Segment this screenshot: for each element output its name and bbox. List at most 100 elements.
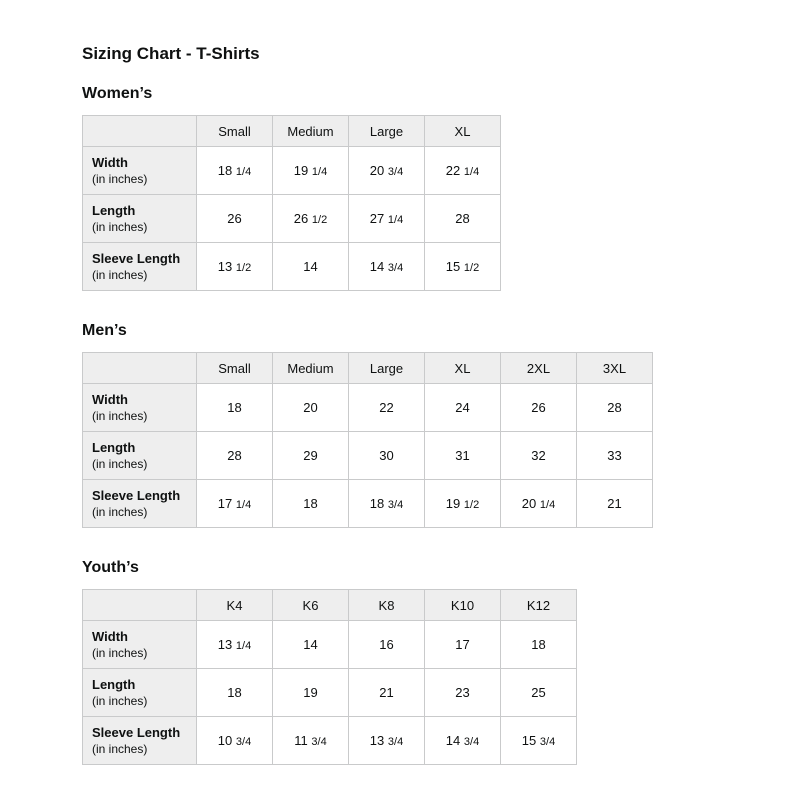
column-header: K4 bbox=[196, 589, 273, 621]
fraction-part: 3/4 bbox=[387, 736, 404, 748]
size-value-cell: 22 1/4 bbox=[424, 146, 501, 195]
fraction-part: 1/4 bbox=[235, 640, 252, 652]
table-row: Length (in inches) 26 26 1/2 27 1/4 28 bbox=[82, 194, 501, 243]
fraction-part: 1/4 bbox=[235, 166, 252, 178]
fraction-part: 3/4 bbox=[235, 736, 252, 748]
section-heading: Women’s bbox=[82, 85, 153, 102]
row-label-cell: Sleeve Length (in inches) bbox=[82, 242, 197, 291]
corner-cell bbox=[82, 589, 197, 621]
table-row: Width (in inches) 13 1/4 14 16 17 18 bbox=[82, 620, 577, 669]
size-value-cell: 16 bbox=[348, 620, 425, 669]
fraction-part: 3/4 bbox=[387, 262, 404, 274]
sizing-table: K4 K6 K8 K10 K12 Width (in inches) 13 1/4 14 16 17… bbox=[82, 589, 577, 765]
fraction-part: 1/4 bbox=[539, 499, 556, 511]
section-heading: Men’s bbox=[82, 322, 127, 339]
fraction-part: 1/4 bbox=[463, 166, 480, 178]
size-value-cell: 18 bbox=[196, 383, 273, 432]
size-value-cell: 19 1/2 bbox=[424, 479, 501, 528]
size-value-cell: 24 bbox=[424, 383, 501, 432]
size-value-cell: 21 bbox=[348, 668, 425, 717]
fraction-part: 1/2 bbox=[235, 262, 252, 274]
row-label-cell: Width (in inches) bbox=[82, 383, 197, 432]
size-value-cell: 10 3/4 bbox=[196, 716, 273, 765]
column-header: XL bbox=[424, 352, 501, 384]
row-sublabel: (in inches) bbox=[92, 409, 148, 423]
size-value-cell: 13 1/2 bbox=[196, 242, 273, 291]
column-header: XL bbox=[424, 115, 501, 147]
size-value-cell: 19 1/4 bbox=[272, 146, 349, 195]
size-value-cell: 15 1/2 bbox=[424, 242, 501, 291]
row-sublabel: (in inches) bbox=[92, 268, 148, 282]
size-value-cell: 14 3/4 bbox=[424, 716, 501, 765]
row-label-cell: Sleeve Length (in inches) bbox=[82, 716, 197, 765]
row-label-cell: Sleeve Length (in inches) bbox=[82, 479, 197, 528]
row-sublabel: (in inches) bbox=[92, 694, 148, 708]
fraction-part: 3/4 bbox=[387, 166, 404, 178]
size-value-cell: 28 bbox=[196, 431, 273, 480]
row-label-cell: Length (in inches) bbox=[82, 194, 197, 243]
fraction-part: 3/4 bbox=[387, 499, 404, 511]
row-label: Width bbox=[92, 629, 128, 644]
size-value-cell: 28 bbox=[424, 194, 501, 243]
size-value-cell: 26 bbox=[500, 383, 577, 432]
row-label: Sleeve Length bbox=[92, 488, 181, 503]
sizing-table: Small Medium Large XL Width (in inches) 18 1/4… bbox=[82, 115, 501, 291]
row-sublabel: (in inches) bbox=[92, 646, 148, 660]
fraction-part: 1/4 bbox=[311, 166, 328, 178]
size-value-cell: 14 bbox=[272, 620, 349, 669]
size-value-cell: 17 1/4 bbox=[196, 479, 273, 528]
row-sublabel: (in inches) bbox=[92, 457, 148, 471]
size-value-cell: 29 bbox=[272, 431, 349, 480]
size-value-cell: 13 1/4 bbox=[196, 620, 273, 669]
column-header: 2XL bbox=[500, 352, 577, 384]
row-label: Sleeve Length bbox=[92, 251, 181, 266]
size-value-cell: 18 3/4 bbox=[348, 479, 425, 528]
size-value-cell: 20 1/4 bbox=[500, 479, 577, 528]
size-value-cell: 23 bbox=[424, 668, 501, 717]
size-value-cell: 19 bbox=[272, 668, 349, 717]
header-row: Small Medium Large XL bbox=[82, 115, 501, 147]
row-label-cell: Width (in inches) bbox=[82, 620, 197, 669]
size-value-cell: 32 bbox=[500, 431, 577, 480]
page-title: Sizing Chart - T-Shirts bbox=[82, 44, 260, 63]
row-label: Length bbox=[92, 677, 136, 692]
column-header: 3XL bbox=[576, 352, 653, 384]
corner-cell bbox=[82, 352, 197, 384]
column-header: K12 bbox=[500, 589, 577, 621]
size-value-cell: 18 bbox=[500, 620, 577, 669]
row-sublabel: (in inches) bbox=[92, 172, 148, 186]
row-label-cell: Length (in inches) bbox=[82, 431, 197, 480]
fraction-part: 1/2 bbox=[463, 262, 480, 274]
header-row: Small Medium Large XL 2XL 3XL bbox=[82, 352, 653, 384]
header-row: K4 K6 K8 K10 K12 bbox=[82, 589, 577, 621]
sizing-charts-container: Women’s Small Medium Large XL Width (in inches… bbox=[82, 84, 760, 765]
sizing-table: Small Medium Large XL 2XL 3XL Width (in inches)… bbox=[82, 352, 653, 528]
row-sublabel: (in inches) bbox=[92, 505, 148, 519]
row-label-cell: Width (in inches) bbox=[82, 146, 197, 195]
column-header: Medium bbox=[272, 352, 349, 384]
fraction-part: 3/4 bbox=[539, 736, 556, 748]
size-value-cell: 11 3/4 bbox=[272, 716, 349, 765]
column-header: K10 bbox=[424, 589, 501, 621]
table-row: Sleeve Length (in inches) 10 3/4 11 3/4 13 3… bbox=[82, 716, 577, 765]
table-row: Sleeve Length (in inches) 13 1/2 14 14 3/4 15… bbox=[82, 242, 501, 291]
size-value-cell: 15 3/4 bbox=[500, 716, 577, 765]
corner-cell bbox=[82, 115, 197, 147]
table-row: Sleeve Length (in inches) 17 1/4 18 18 3/4 19… bbox=[82, 479, 653, 528]
row-label: Sleeve Length bbox=[92, 725, 181, 740]
column-header: Medium bbox=[272, 115, 349, 147]
table-row: Length (in inches) 28 29 30 31 32 33 bbox=[82, 431, 653, 480]
size-value-cell: 22 bbox=[348, 383, 425, 432]
row-label: Width bbox=[92, 392, 128, 407]
size-value-cell: 30 bbox=[348, 431, 425, 480]
column-header: K6 bbox=[272, 589, 349, 621]
column-header: K8 bbox=[348, 589, 425, 621]
row-sublabel: (in inches) bbox=[92, 220, 148, 234]
size-value-cell: 17 bbox=[424, 620, 501, 669]
fraction-part: 1/2 bbox=[311, 214, 328, 226]
table-row: Length (in inches) 18 19 21 23 25 bbox=[82, 668, 577, 717]
column-header: Large bbox=[348, 115, 425, 147]
size-value-cell: 18 1/4 bbox=[196, 146, 273, 195]
size-value-cell: 27 1/4 bbox=[348, 194, 425, 243]
